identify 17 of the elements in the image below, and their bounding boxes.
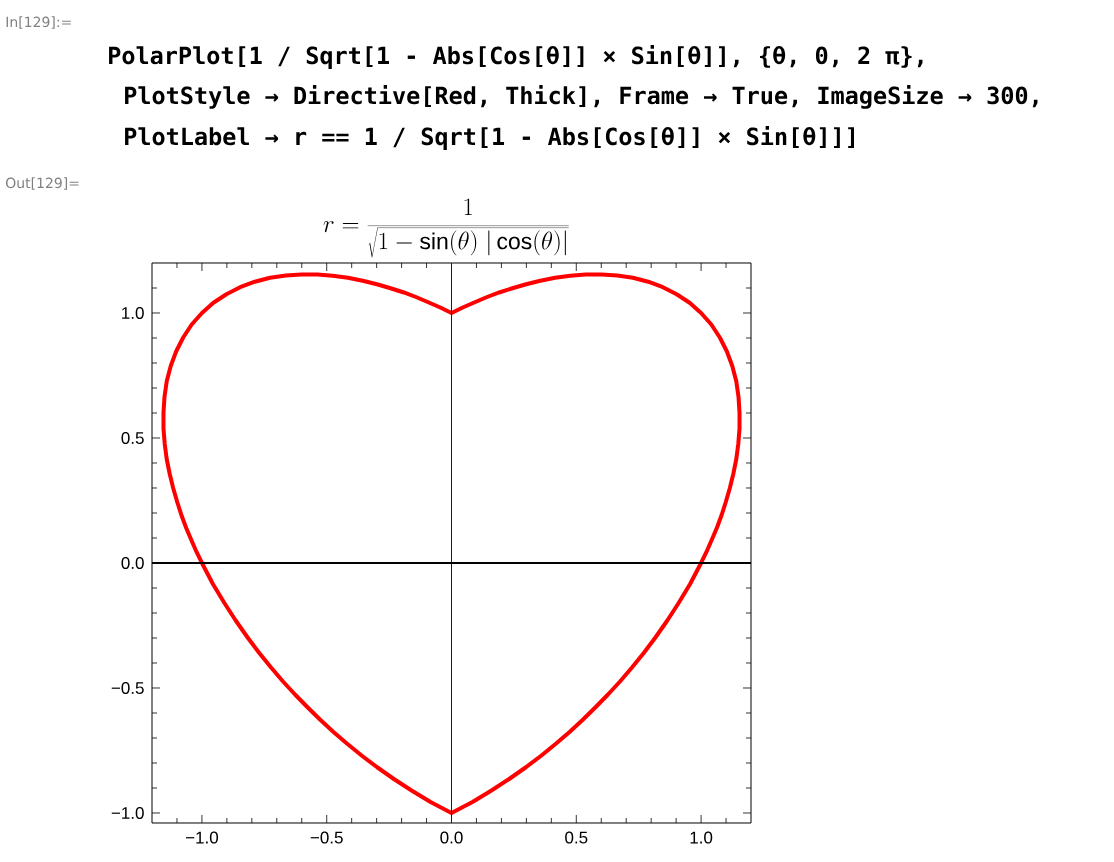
- chart-title: $r = \frac{1}{\sqrt{1 - \sin(\theta)\;|\cos(\theta)|}}$: [323, 198, 569, 258]
- x-tick-label: 0.5: [565, 831, 588, 844]
- text: PolarPlot[1 / Sqrt[1 - Abs[Cos[θ]] × Sin[θ]], {θ, 0, 2 π},: [109, 44, 923, 69]
- text: In[129]:=: [6, 16, 71, 29]
- x-tick-label: 1.0: [690, 831, 713, 844]
- text: PlotStyle → Directive[Red, Thick], Frame → True, ImageSize → 300,: [125, 84, 1038, 109]
- text: PlotLabel → r == 1 / Sqrt[1 - Abs[Cos[θ]] × Sin[θ]]]: [125, 125, 854, 150]
- line-series: [161, 272, 742, 815]
- x-tick-label: −1.0: [185, 831, 219, 844]
- text: Out[129]=: [5, 177, 79, 190]
- y-tick-label: −1.0: [111, 806, 144, 820]
- x-tick-label: 0.0: [440, 831, 463, 844]
- y-tick-label: 1.0: [122, 306, 144, 320]
- y-tick-label: 0.5: [121, 431, 144, 445]
- y-tick-label: −0.5: [111, 681, 144, 695]
- y-tick-label: 0.0: [121, 556, 144, 570]
- x-tick-label: −0.5: [310, 831, 343, 844]
